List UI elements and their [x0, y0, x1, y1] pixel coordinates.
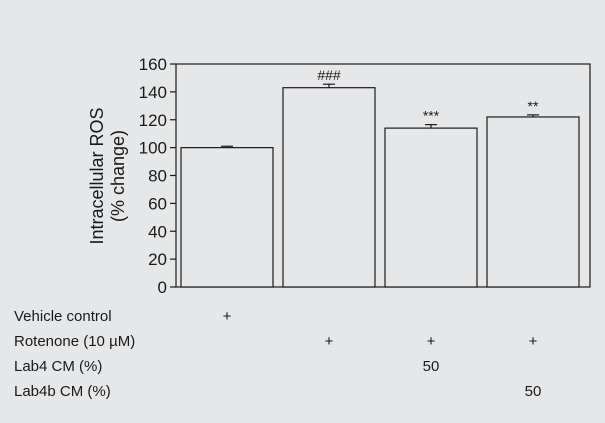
condition-cell: + [427, 333, 436, 350]
bar [384, 127, 478, 288]
y-tick-label: 40 [148, 222, 167, 241]
bar [486, 116, 580, 288]
y-axis-label-line: Intracellular ROS [87, 107, 107, 244]
y-tick-label: 100 [139, 139, 167, 158]
y-axis-label-line: (% change) [108, 130, 128, 222]
y-tick-label: 20 [148, 250, 167, 269]
y-tick-label: 120 [139, 111, 167, 130]
y-axis-label: Intracellular ROS(% change) [87, 107, 128, 244]
y-tick-label: 140 [139, 83, 167, 102]
condition-cell: + [529, 333, 538, 350]
y-tick-label: 0 [158, 278, 167, 297]
y-tick-label: 60 [148, 194, 167, 213]
bar [180, 147, 274, 288]
condition-table: Vehicle control + Rotenone (10 µM) + + + Lab4 … [14, 308, 541, 400]
condition-label: Rotenone (10 µM) [14, 333, 135, 350]
condition-cell: + [325, 333, 334, 350]
condition-label: Vehicle control [14, 308, 112, 325]
significance-label: *** [423, 108, 440, 124]
condition-cell: 50 [423, 358, 440, 375]
condition-label: Lab4 CM (%) [14, 358, 102, 375]
significance-label: ** [528, 98, 539, 114]
plot-area: 0 20 40 60 80 100 120 140 160 Intracellular ROS(%… [87, 55, 591, 297]
condition-cell: + [223, 308, 232, 325]
condition-label: Lab4b CM (%) [14, 383, 111, 400]
condition-cell: 50 [525, 383, 542, 400]
significance-label: ### [317, 67, 341, 83]
bar [282, 87, 376, 288]
y-tick-label: 160 [139, 55, 167, 74]
y-tick-label: 80 [148, 167, 167, 186]
